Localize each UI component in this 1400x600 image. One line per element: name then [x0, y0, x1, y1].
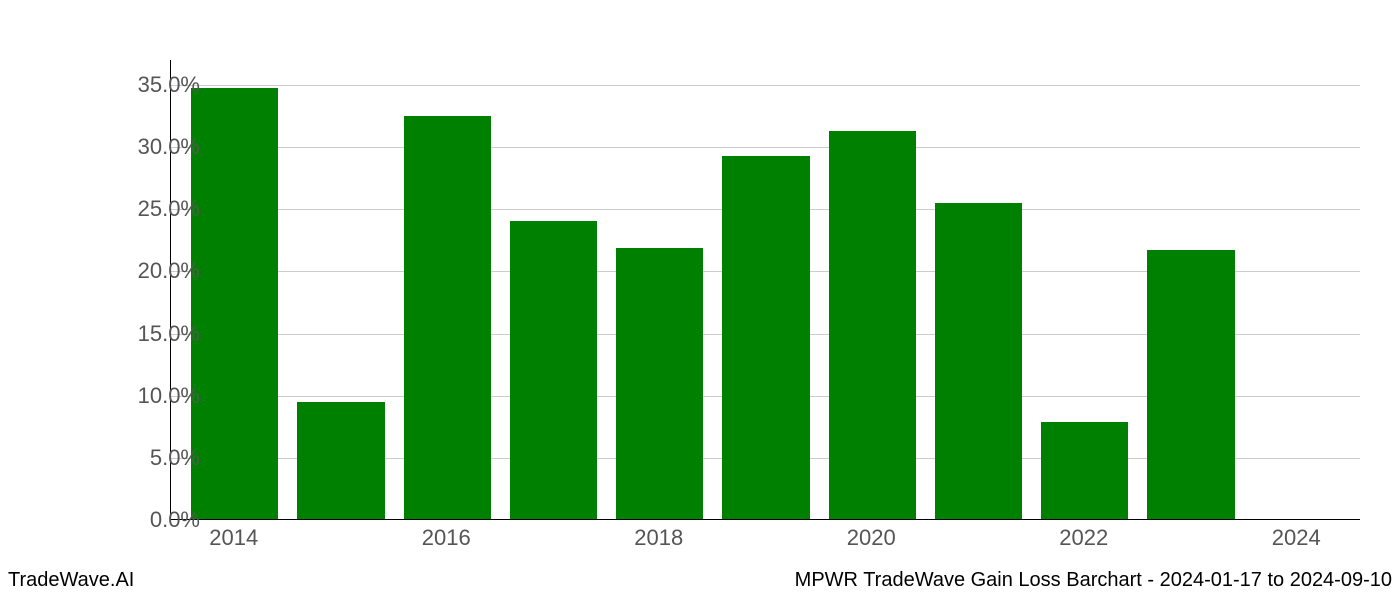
y-tick-label: 30.0%: [80, 134, 200, 160]
bar: [404, 116, 491, 519]
plot-area: [170, 60, 1360, 520]
x-tick-label: 2024: [1272, 525, 1321, 551]
bar: [616, 248, 703, 519]
y-tick-label: 15.0%: [80, 321, 200, 347]
x-tick-label: 2014: [209, 525, 258, 551]
x-tick-label: 2016: [422, 525, 471, 551]
y-tick-label: 5.0%: [80, 445, 200, 471]
y-tick-label: 10.0%: [80, 383, 200, 409]
bar: [510, 221, 597, 519]
chart-container: [170, 60, 1360, 520]
gridline: [171, 85, 1360, 86]
bar: [1041, 422, 1128, 519]
x-tick-label: 2022: [1059, 525, 1108, 551]
bar: [191, 88, 278, 519]
bar: [1147, 250, 1234, 519]
bar: [829, 131, 916, 519]
y-tick-label: 35.0%: [80, 72, 200, 98]
bar: [722, 156, 809, 519]
footer-right-text: MPWR TradeWave Gain Loss Barchart - 2024…: [795, 569, 1392, 592]
x-tick-label: 2020: [847, 525, 896, 551]
y-tick-label: 20.0%: [80, 258, 200, 284]
y-tick-label: 0.0%: [80, 507, 200, 533]
x-tick-label: 2018: [634, 525, 683, 551]
bar: [297, 402, 384, 519]
bar: [935, 203, 1022, 519]
gridline: [171, 147, 1360, 148]
footer-left-text: TradeWave.AI: [8, 569, 134, 592]
y-tick-label: 25.0%: [80, 196, 200, 222]
